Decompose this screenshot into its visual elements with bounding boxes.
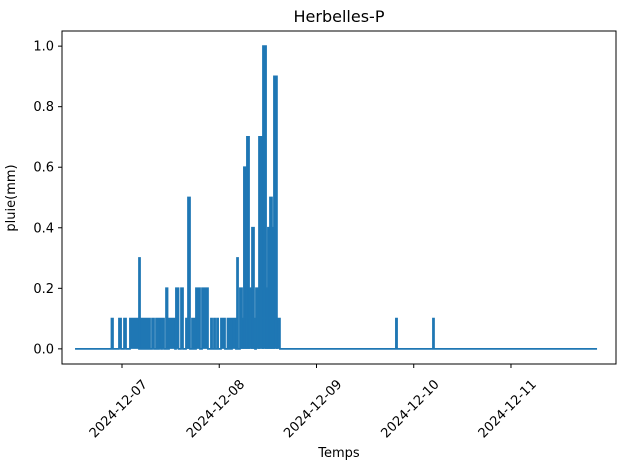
y-tick-label: 0.6 xyxy=(33,161,54,176)
y-tick-label: 0.8 xyxy=(33,100,54,115)
plot-area-spines xyxy=(61,30,617,365)
y-tick-label: 0.2 xyxy=(33,282,54,297)
chart-title: Herbelles-P xyxy=(294,7,385,26)
rain-series-line xyxy=(75,45,598,350)
y-tick-label: 0.4 xyxy=(33,221,54,236)
axis-ticks xyxy=(58,45,512,368)
y-tick-label: 0.0 xyxy=(33,342,54,357)
y-tick-label: 1.0 xyxy=(33,40,54,55)
y-axis-label: pluie(mm) xyxy=(4,164,19,231)
y-axis-tick-labels: 0.0 0.2 0.4 0.6 0.8 1.0 xyxy=(33,40,54,358)
x-axis-label: Temps xyxy=(317,446,360,461)
